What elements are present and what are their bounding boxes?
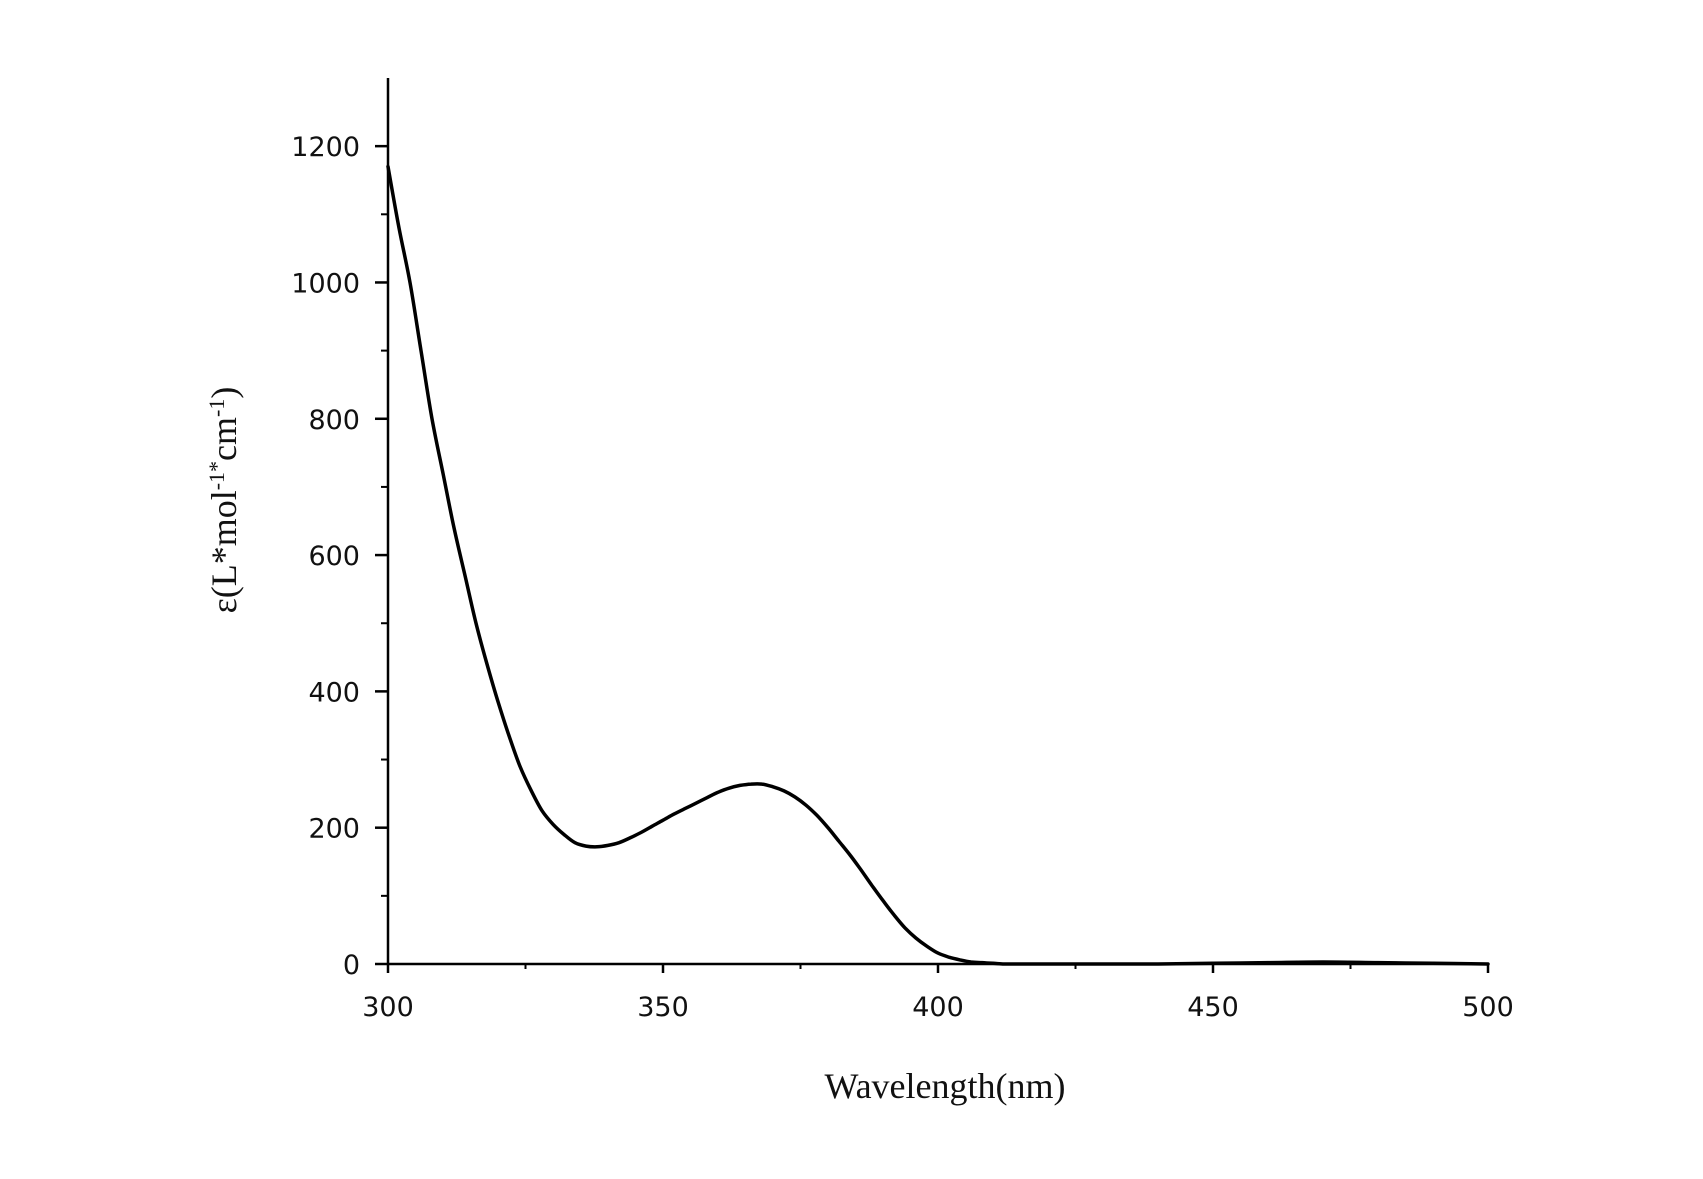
x-tick-label: 350	[637, 992, 689, 1023]
y-axis-label: ε(L*mol-1*cm-1)	[204, 387, 245, 614]
y-tick-label: 1000	[291, 268, 360, 299]
x-tick-label: 300	[362, 992, 414, 1023]
x-tick-label: 450	[1187, 992, 1239, 1023]
axes	[386, 78, 1488, 966]
y-tick-label: 400	[308, 677, 360, 708]
y-tick-label: 200	[308, 814, 360, 845]
x-axis-ticks: 300 350 400 450 500	[362, 964, 1514, 1023]
y-tick-label: 600	[308, 541, 360, 572]
y-tick-label: 1200	[291, 132, 360, 163]
x-tick-label: 400	[912, 992, 964, 1023]
y-tick-label: 800	[308, 405, 360, 436]
x-axis-label: Wavelength(nm)	[824, 1066, 1065, 1106]
y-tick-label: 0	[343, 950, 360, 981]
absorption-spectrum-line	[386, 164, 1490, 966]
y-axis-ticks: 0 200 400 600 800 1000 1200	[291, 132, 388, 981]
x-tick-label: 500	[1462, 992, 1514, 1023]
